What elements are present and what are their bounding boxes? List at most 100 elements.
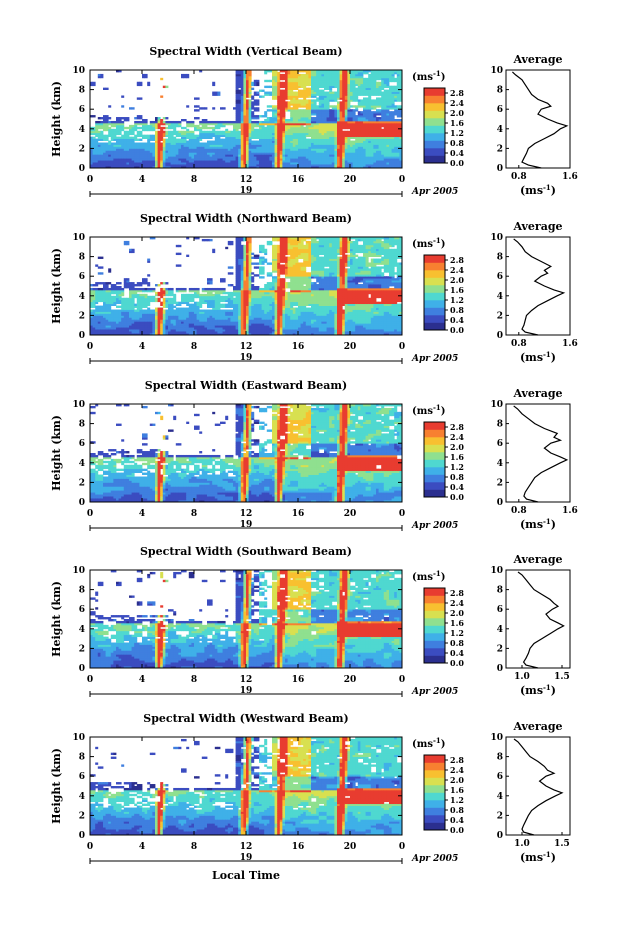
heatmap-cell [194,138,197,141]
heatmap-cell [175,152,179,155]
heatmap-cell [272,70,275,73]
heatmap-cell [126,152,130,155]
heatmap-cell [326,132,330,136]
heatmap-cell [212,81,216,85]
heatmap-cell [233,156,236,159]
heatmap-cell [116,154,119,157]
average-frame [505,69,571,169]
heatmap-cell [339,146,343,149]
heatmap-cell [360,87,364,90]
heatmap-cell [168,134,171,138]
heatmap-cell [126,132,130,136]
heatmap-cell [318,70,322,73]
heatmap-cell [360,138,364,141]
heatmap-cell [113,284,117,287]
heatmap-cell [342,152,346,155]
heatmap-cell [212,152,216,155]
heatmap-cell [186,124,190,128]
heatmap-cell [269,132,273,136]
heatmap-cell [134,148,138,151]
heatmap-cell [230,136,234,139]
heatmap-cell [355,144,359,147]
heatmap-cell [209,144,213,147]
heatmap-cell [285,105,288,108]
heatmap-cell [324,152,327,155]
heatmap-cell [227,158,231,161]
heatmap-cell [233,107,236,110]
heatmap-cell [261,126,265,130]
heatmap-cell [295,111,299,114]
heatmap-cell [181,136,184,139]
heatmap-cell [305,75,309,79]
heatmap-cell [318,134,322,138]
heatmap-cell [136,156,140,159]
heatmap-cell [350,142,353,145]
heatmap-cell [243,146,247,149]
heatmap-cell [136,152,140,155]
heatmap-cell [279,164,283,167]
heatmap-cell [183,75,187,79]
heatmap-cell [207,152,210,155]
heatmap-cell [188,150,192,153]
heatmap-cell [295,144,299,147]
heatmap-cell [331,150,335,153]
heatmap-cell [149,146,153,149]
heatmap-cell [308,130,312,134]
heatmap-cell [261,115,265,118]
heatmap-cell [290,154,294,157]
heatmap-cell [212,107,216,110]
heatmap-cell [350,87,353,90]
heatmap-cell [160,122,164,126]
heatmap-cell [118,282,122,285]
heatmap-cell [121,140,125,143]
heatmap-cell [282,81,286,85]
heatmap-cell [298,83,301,87]
heatmap-cell [274,148,278,151]
colorbar: 0.00.40.81.21.62.02.42.8 [423,87,464,168]
heatmap-cell [266,105,270,108]
heatmap-cell [251,160,255,163]
heatmap-cell [321,99,325,102]
heatmap-cell [266,134,270,138]
heatmap-cell [235,144,239,147]
heatmap-cell [318,71,322,75]
heatmap-cell [331,117,335,120]
heatmap-cell [264,158,268,161]
heatmap-cell [277,71,281,75]
heatmap-cell [243,107,247,110]
heatmap-cell [318,146,322,149]
heatmap-cell [191,160,195,163]
heatmap-cell [285,124,288,128]
heatmap-cell [287,85,291,89]
heatmap-cell [256,99,260,102]
heatmap-cell [136,150,140,153]
heatmap-cell [129,166,132,169]
heatmap-cell [326,81,330,85]
heatmap-cell [321,122,325,126]
heatmap-cell [168,148,171,151]
heatmap-cell [214,120,218,124]
heatmap-cell [360,130,364,134]
heatmap-cell [313,99,317,102]
heatmap-cell [134,136,138,139]
heatmap-cell [188,148,192,151]
heatmap-cell [357,83,361,87]
heatmap-cell [225,158,229,161]
heatmap-cell [214,126,218,130]
heatmap-cell [303,89,307,92]
heatmap-cell [204,162,208,165]
heatmap-cell [344,142,348,145]
heatmap-cell [227,146,231,149]
heatmap-cell [342,134,346,138]
heatmap-cell [311,109,314,112]
heatmap-cell [305,160,309,163]
heatmap-cell [175,156,179,159]
heatmap-cell [212,154,216,157]
heatmap-cell [313,158,317,161]
heatmap-cell [342,166,346,169]
heatmap-cell [188,146,192,149]
heatmap-cell [238,99,242,102]
heatmap-cell [342,156,346,159]
heatmap-cell [181,164,184,167]
heatmap-cell [279,144,283,147]
